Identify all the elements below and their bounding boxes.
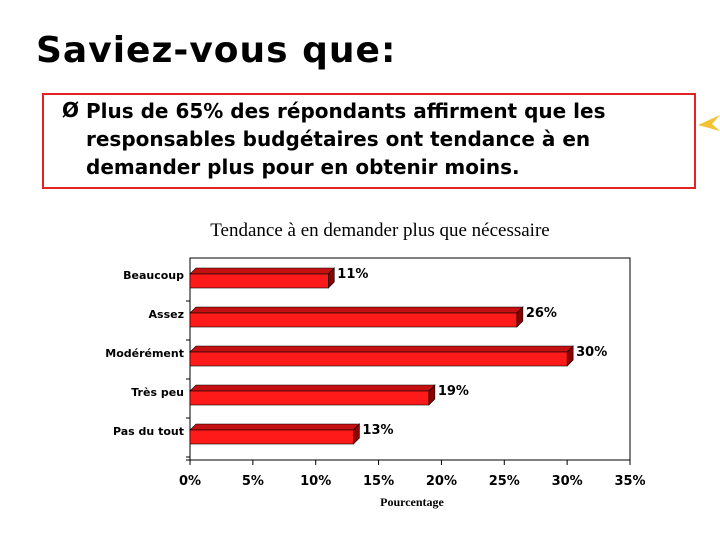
data-label: 30%: [576, 345, 607, 360]
x-tick-label: 0%: [179, 474, 201, 489]
data-label: 19%: [438, 384, 469, 399]
bar-top: [189, 267, 336, 275]
data-label: 11%: [337, 267, 368, 282]
x-tick-label: 25%: [489, 474, 520, 489]
x-tick-label: 15%: [363, 474, 394, 489]
bullet-arrow-icon: Ø: [62, 98, 80, 122]
data-label: 13%: [362, 423, 393, 438]
category-label: Beaucoup: [123, 269, 184, 282]
category-label: Assez: [149, 308, 184, 321]
category-label: Modérément: [105, 347, 184, 360]
chart-title: Tendance à en demander plus que nécessai…: [210, 220, 549, 241]
data-label: 26%: [526, 306, 557, 321]
category-label: Très peu: [131, 386, 184, 399]
x-axis-title: Pourcentage: [380, 495, 444, 509]
slide-title: Saviez-vous que:: [36, 30, 397, 71]
callout-text: Plus de 65% des répondants affirment que…: [86, 99, 606, 179]
bar-top: [189, 423, 361, 431]
x-tick-label: 35%: [614, 474, 645, 489]
pointer-arrow-icon: [698, 115, 720, 131]
x-tick-label: 5%: [242, 474, 264, 489]
bar: [189, 312, 518, 328]
callout-box: [42, 93, 696, 189]
x-tick-label: 20%: [426, 474, 457, 489]
bar: [189, 351, 568, 367]
x-tick-label: 10%: [300, 474, 331, 489]
bar: [189, 429, 354, 445]
bar-top: [189, 306, 524, 314]
x-tick-label: 30%: [552, 474, 583, 489]
bar: [189, 390, 430, 406]
category-label: Pas du tout: [113, 425, 184, 438]
bar-top: [189, 345, 574, 353]
bar-top: [189, 384, 436, 392]
bar: [189, 273, 329, 289]
